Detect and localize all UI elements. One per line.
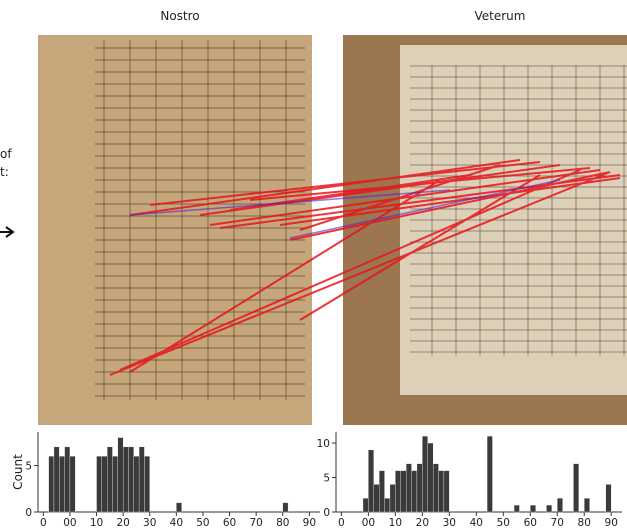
bar xyxy=(412,471,417,512)
bar xyxy=(112,456,117,512)
y-tick-label: 5 xyxy=(25,460,32,472)
x-tick-label: 0 xyxy=(338,517,345,526)
bar xyxy=(107,447,112,512)
bar xyxy=(363,498,368,512)
bar xyxy=(514,505,519,512)
x-tick-label: 70 xyxy=(249,517,262,526)
x-tick-label: 00 xyxy=(362,517,375,526)
bar xyxy=(379,471,384,512)
bar xyxy=(557,498,562,512)
bar xyxy=(374,484,379,512)
side-text: t: xyxy=(0,165,9,179)
x-tick-label: 90 xyxy=(605,517,618,526)
bar xyxy=(584,498,589,512)
x-tick-label: 60 xyxy=(223,517,236,526)
bar xyxy=(49,456,54,512)
bar xyxy=(422,436,427,512)
bar xyxy=(444,471,449,512)
bar xyxy=(65,447,70,512)
bar xyxy=(128,447,133,512)
bar xyxy=(385,498,390,512)
bar xyxy=(546,505,551,512)
panel-title: Nostro xyxy=(160,9,199,23)
y-tick-label: 5 xyxy=(323,473,330,485)
bar xyxy=(134,456,139,512)
x-tick-label: 90 xyxy=(303,517,316,526)
panel-title: Veterum xyxy=(475,9,526,23)
x-tick-label: 50 xyxy=(196,517,209,526)
y-tick-label: 10 xyxy=(317,438,330,450)
x-tick-label: 40 xyxy=(170,517,183,526)
bar xyxy=(573,464,578,512)
arrow xyxy=(0,227,13,237)
bar xyxy=(97,456,102,512)
bar xyxy=(487,436,492,512)
bar xyxy=(118,438,123,512)
side-text: of xyxy=(0,147,12,161)
x-tick-label: 20 xyxy=(116,517,129,526)
bar xyxy=(54,447,59,512)
bar xyxy=(401,471,406,512)
bar xyxy=(283,503,288,512)
bar xyxy=(139,447,144,512)
bar xyxy=(390,484,395,512)
bar xyxy=(395,471,400,512)
y-tick-label: 0 xyxy=(323,507,330,519)
x-tick-label: 40 xyxy=(470,517,483,526)
x-tick-label: 30 xyxy=(443,517,456,526)
bar xyxy=(439,471,444,512)
x-tick-label: 0 xyxy=(40,517,47,526)
bar xyxy=(606,484,611,512)
bar xyxy=(530,505,535,512)
x-tick-label: 30 xyxy=(143,517,156,526)
y-tick-label: 0 xyxy=(25,507,32,519)
page: {"panel_titles":["Nostro","Veterum"], "s… xyxy=(0,0,627,530)
x-tick-label: 20 xyxy=(416,517,429,526)
x-tick-label: 00 xyxy=(63,517,76,526)
bar xyxy=(428,443,433,512)
figure: Nostro Veterum of t: Count05000102030405… xyxy=(0,0,627,526)
bar xyxy=(417,464,422,512)
bar xyxy=(406,464,411,512)
x-tick-label: 80 xyxy=(578,517,591,526)
bar xyxy=(368,450,373,512)
bar xyxy=(123,447,128,512)
x-tick-label: 50 xyxy=(497,517,510,526)
x-tick-label: 80 xyxy=(276,517,289,526)
bar xyxy=(176,503,181,512)
x-tick-label: 70 xyxy=(551,517,564,526)
x-tick-label: 10 xyxy=(389,517,402,526)
bar xyxy=(102,456,107,512)
bar xyxy=(433,464,438,512)
x-tick-label: 10 xyxy=(90,517,103,526)
y-axis-label: Count xyxy=(11,454,25,490)
bar xyxy=(144,456,149,512)
bar xyxy=(59,456,64,512)
bar xyxy=(70,456,75,512)
x-tick-label: 60 xyxy=(524,517,537,526)
